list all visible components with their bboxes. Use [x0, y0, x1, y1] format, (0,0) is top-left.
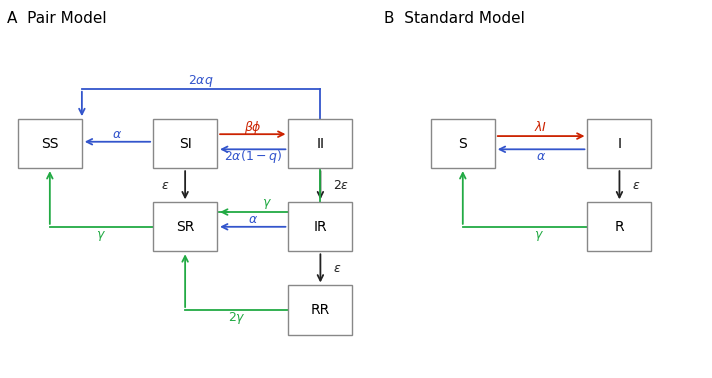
Text: $\varepsilon$: $\varepsilon$ — [333, 262, 342, 275]
Text: RR: RR — [310, 303, 330, 317]
Text: $\lambda I$: $\lambda I$ — [535, 119, 548, 134]
FancyBboxPatch shape — [587, 119, 651, 168]
FancyBboxPatch shape — [431, 119, 495, 168]
Text: S: S — [459, 136, 467, 151]
FancyBboxPatch shape — [288, 285, 352, 335]
Text: $\alpha$: $\alpha$ — [112, 129, 122, 141]
FancyBboxPatch shape — [288, 202, 352, 251]
Text: $2\gamma$: $2\gamma$ — [228, 310, 246, 325]
Text: $2\alpha q$: $2\alpha q$ — [188, 73, 214, 89]
Text: $\varepsilon$: $\varepsilon$ — [632, 179, 641, 192]
FancyBboxPatch shape — [153, 202, 217, 251]
Text: $\alpha$: $\alpha$ — [248, 213, 258, 226]
Text: $\alpha$: $\alpha$ — [536, 150, 546, 163]
Text: I: I — [617, 136, 622, 151]
Text: SR: SR — [176, 220, 194, 234]
Text: $2\varepsilon$: $2\varepsilon$ — [333, 179, 350, 192]
Text: $\gamma$: $\gamma$ — [262, 197, 272, 212]
Text: $\beta\phi$: $\beta\phi$ — [244, 119, 262, 136]
Text: $2\alpha(1-q)$: $2\alpha(1-q)$ — [224, 148, 282, 164]
Text: R: R — [614, 220, 624, 234]
Text: $\varepsilon$: $\varepsilon$ — [161, 179, 169, 192]
Text: II: II — [316, 136, 325, 151]
Text: IR: IR — [313, 220, 328, 234]
FancyBboxPatch shape — [18, 119, 82, 168]
FancyBboxPatch shape — [587, 202, 651, 251]
Text: SI: SI — [179, 136, 192, 151]
Text: B  Standard Model: B Standard Model — [384, 11, 525, 26]
Text: SS: SS — [41, 136, 58, 151]
FancyBboxPatch shape — [288, 119, 352, 168]
FancyBboxPatch shape — [153, 119, 217, 168]
Text: A  Pair Model: A Pair Model — [7, 11, 107, 26]
Text: $\gamma$: $\gamma$ — [535, 229, 544, 243]
Text: $\gamma$: $\gamma$ — [97, 229, 106, 243]
